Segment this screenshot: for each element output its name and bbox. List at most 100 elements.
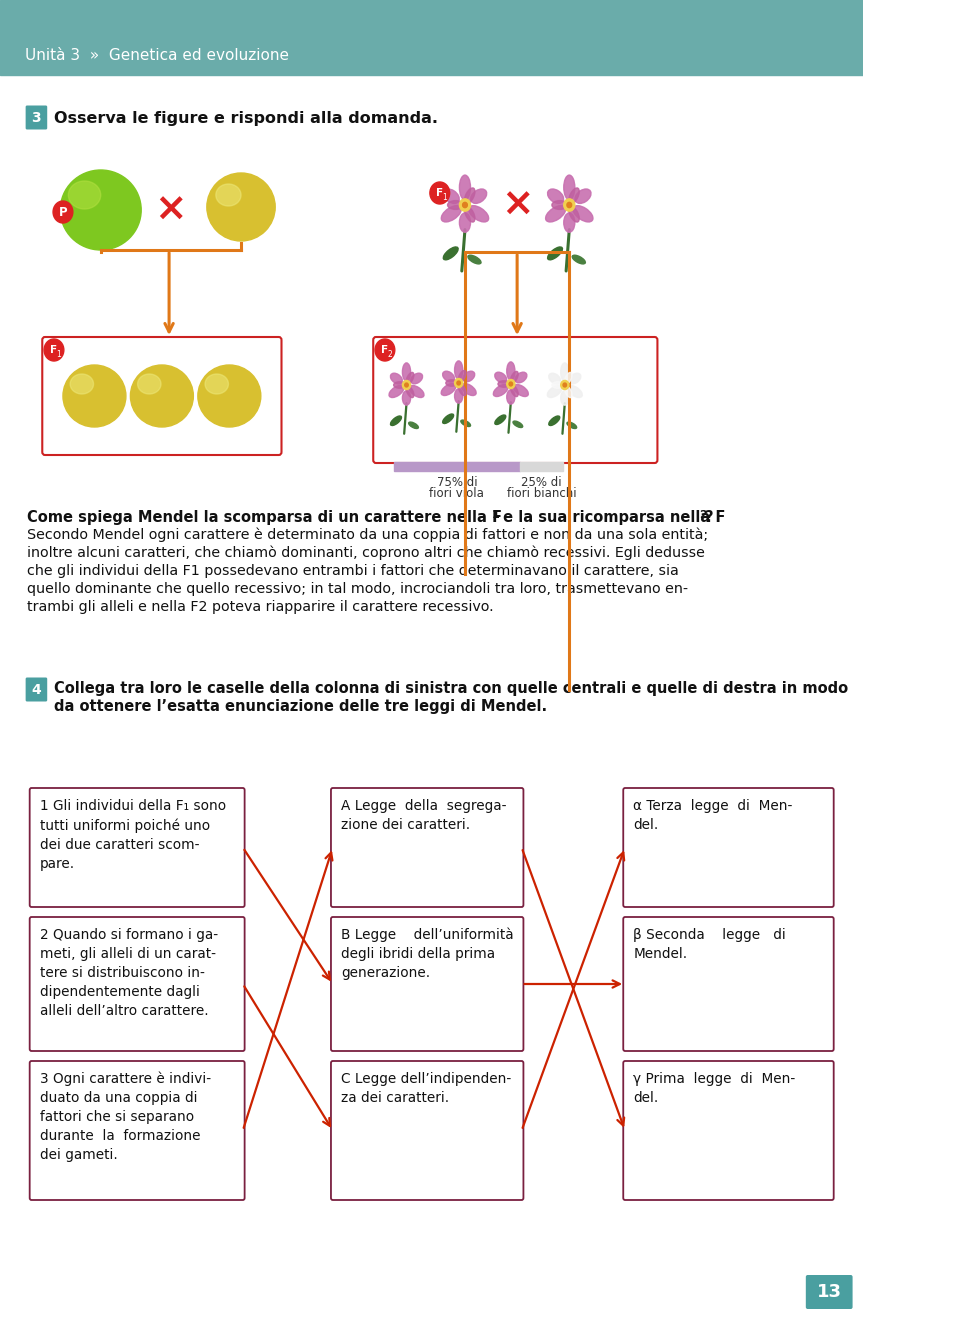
Text: da ottenere l’esatta enunciazione delle tre leggi di Mendel.: da ottenere l’esatta enunciazione delle …	[54, 700, 547, 714]
Ellipse shape	[561, 391, 569, 405]
Ellipse shape	[68, 181, 101, 209]
FancyBboxPatch shape	[331, 788, 523, 907]
Ellipse shape	[216, 183, 241, 206]
FancyBboxPatch shape	[623, 1061, 833, 1200]
Ellipse shape	[443, 371, 454, 381]
Ellipse shape	[569, 374, 581, 384]
Ellipse shape	[463, 371, 475, 381]
Ellipse shape	[498, 380, 510, 387]
FancyBboxPatch shape	[26, 106, 47, 129]
Circle shape	[563, 383, 566, 387]
Ellipse shape	[547, 385, 562, 397]
Ellipse shape	[406, 372, 414, 384]
Ellipse shape	[137, 374, 161, 393]
Ellipse shape	[444, 247, 458, 260]
FancyBboxPatch shape	[623, 917, 833, 1051]
Ellipse shape	[458, 371, 466, 381]
Ellipse shape	[552, 201, 567, 210]
FancyBboxPatch shape	[26, 677, 47, 701]
Ellipse shape	[572, 255, 586, 264]
Ellipse shape	[515, 372, 527, 383]
Circle shape	[405, 383, 408, 387]
Circle shape	[44, 339, 64, 360]
Text: 25% di: 25% di	[521, 477, 562, 488]
Text: C Legge dell’indipenden-
za dei caratteri.: C Legge dell’indipenden- za dei caratter…	[341, 1072, 511, 1105]
Ellipse shape	[564, 372, 572, 384]
Ellipse shape	[564, 176, 575, 199]
Ellipse shape	[511, 371, 518, 383]
Ellipse shape	[455, 389, 463, 403]
FancyBboxPatch shape	[30, 1061, 245, 1200]
Ellipse shape	[447, 201, 464, 210]
Circle shape	[567, 202, 571, 207]
FancyBboxPatch shape	[42, 337, 281, 455]
Text: 75% di: 75% di	[437, 477, 477, 488]
Ellipse shape	[462, 384, 476, 396]
Ellipse shape	[460, 176, 470, 199]
Ellipse shape	[547, 247, 563, 260]
Ellipse shape	[507, 362, 515, 380]
FancyBboxPatch shape	[623, 788, 833, 907]
Text: 2 Quando si formano i ga-
meti, gli alleli di un carat-
tere si distribuiscono i: 2 Quando si formano i ga- meti, gli alle…	[39, 928, 218, 1018]
Ellipse shape	[468, 206, 489, 222]
Ellipse shape	[547, 189, 564, 203]
Ellipse shape	[406, 385, 414, 397]
Text: γ Prima  legge  di  Men-
del.: γ Prima legge di Men- del.	[634, 1072, 796, 1105]
Text: ×: ×	[501, 186, 534, 224]
Ellipse shape	[573, 206, 593, 222]
Circle shape	[455, 379, 463, 388]
Bar	[0, 0, 863, 75]
Text: che gli individui della F1 possedevano entrambi i fattori che determinavano il c: che gli individui della F1 possedevano e…	[27, 564, 679, 578]
Text: 4: 4	[32, 682, 41, 697]
Text: B Legge    dell’uniformità
degli ibridi della prima
generazione.: B Legge dell’uniformità degli ibridi del…	[341, 928, 514, 981]
Text: Osserva le figure e rispondi alla domanda.: Osserva le figure e rispondi alla domand…	[54, 111, 438, 125]
Ellipse shape	[564, 213, 575, 232]
Text: Secondo Mendel ogni carattere è determinato da una coppia di fattori e non da un: Secondo Mendel ogni carattere è determin…	[27, 528, 708, 543]
Text: 2: 2	[699, 510, 707, 520]
Circle shape	[564, 199, 575, 211]
Text: A Legge  della  segrega-
zione dei caratteri.: A Legge della segrega- zione dei caratte…	[341, 799, 506, 832]
Ellipse shape	[391, 374, 402, 384]
Ellipse shape	[389, 385, 404, 397]
Ellipse shape	[206, 173, 276, 242]
Text: F: F	[436, 187, 444, 198]
Ellipse shape	[575, 189, 591, 203]
Ellipse shape	[545, 206, 565, 222]
Ellipse shape	[513, 421, 522, 428]
Ellipse shape	[442, 384, 456, 396]
Ellipse shape	[465, 206, 475, 222]
Text: Come spiega Mendel la scomparsa di un carattere nella F: Come spiega Mendel la scomparsa di un ca…	[27, 510, 502, 525]
Bar	[394, 462, 519, 471]
Text: Collega tra loro le caselle della colonna di sinistra con quelle centrali e quel: Collega tra loro le caselle della colonn…	[54, 681, 848, 696]
Ellipse shape	[494, 414, 506, 425]
Ellipse shape	[63, 366, 126, 426]
Text: ×: ×	[155, 191, 187, 228]
FancyBboxPatch shape	[30, 788, 245, 907]
Ellipse shape	[443, 414, 454, 424]
Ellipse shape	[131, 366, 193, 426]
Ellipse shape	[198, 366, 261, 426]
Ellipse shape	[567, 385, 583, 397]
Ellipse shape	[461, 420, 470, 426]
Ellipse shape	[507, 389, 515, 404]
Text: e la sua ricomparsa nella F: e la sua ricomparsa nella F	[498, 510, 726, 525]
Circle shape	[509, 381, 513, 385]
Ellipse shape	[460, 213, 470, 232]
Text: 1: 1	[492, 510, 500, 520]
Circle shape	[402, 380, 411, 389]
Ellipse shape	[552, 381, 564, 388]
Ellipse shape	[493, 384, 508, 396]
FancyBboxPatch shape	[331, 917, 523, 1051]
Circle shape	[53, 201, 73, 223]
Text: inoltre alcuni caratteri, che chiamò dominanti, coprono altri che chiamò recessi: inoltre alcuni caratteri, che chiamò dom…	[27, 546, 705, 561]
Text: F: F	[50, 345, 58, 355]
Text: 13: 13	[817, 1283, 842, 1302]
Bar	[519, 462, 563, 471]
Ellipse shape	[402, 391, 411, 405]
FancyBboxPatch shape	[30, 917, 245, 1051]
Circle shape	[375, 339, 395, 360]
Text: α Terza  legge  di  Men-
del.: α Terza legge di Men- del.	[634, 799, 793, 832]
Ellipse shape	[561, 363, 569, 381]
FancyBboxPatch shape	[331, 1061, 523, 1200]
Circle shape	[430, 182, 449, 205]
